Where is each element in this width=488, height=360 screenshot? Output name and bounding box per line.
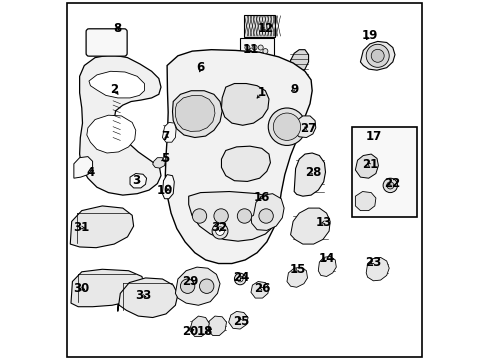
Circle shape	[237, 209, 251, 223]
Text: 26: 26	[254, 282, 270, 295]
Text: 4: 4	[86, 166, 94, 179]
Text: 6: 6	[196, 61, 204, 74]
Polygon shape	[189, 316, 209, 337]
Circle shape	[258, 209, 273, 223]
Circle shape	[180, 279, 194, 293]
Circle shape	[366, 44, 388, 67]
Polygon shape	[172, 91, 222, 138]
Polygon shape	[162, 122, 176, 142]
Polygon shape	[294, 116, 315, 138]
Polygon shape	[80, 55, 161, 195]
Polygon shape	[87, 115, 136, 153]
Circle shape	[273, 113, 300, 140]
Bar	[351, 127, 416, 217]
Polygon shape	[355, 154, 378, 178]
Polygon shape	[286, 267, 307, 287]
Text: 29: 29	[182, 275, 198, 288]
Text: 22: 22	[383, 177, 399, 190]
Text: 11: 11	[243, 43, 259, 56]
Polygon shape	[175, 267, 220, 305]
Polygon shape	[118, 278, 178, 318]
Text: 14: 14	[318, 252, 334, 265]
Text: 18: 18	[196, 325, 213, 338]
Polygon shape	[288, 50, 308, 76]
Text: 9: 9	[289, 83, 298, 96]
Circle shape	[234, 273, 245, 285]
Polygon shape	[355, 192, 375, 211]
Polygon shape	[360, 41, 394, 70]
Text: 25: 25	[232, 315, 248, 328]
Text: 10: 10	[156, 184, 172, 197]
Polygon shape	[294, 153, 325, 196]
Text: 8: 8	[113, 22, 122, 35]
Circle shape	[386, 182, 393, 189]
Polygon shape	[71, 269, 144, 307]
Text: 20: 20	[181, 325, 198, 338]
Text: 21: 21	[361, 158, 377, 171]
Polygon shape	[221, 146, 270, 181]
Circle shape	[244, 45, 249, 50]
Text: 30: 30	[74, 282, 90, 295]
Circle shape	[251, 45, 257, 50]
Circle shape	[370, 49, 384, 62]
Circle shape	[199, 279, 213, 293]
Circle shape	[213, 209, 228, 223]
Bar	[244, 15, 275, 37]
Text: 13: 13	[315, 216, 331, 229]
Text: 32: 32	[211, 221, 227, 234]
Circle shape	[192, 209, 206, 223]
Polygon shape	[74, 157, 92, 178]
Polygon shape	[250, 194, 284, 230]
Polygon shape	[290, 208, 329, 244]
Circle shape	[263, 49, 267, 54]
Text: 24: 24	[232, 271, 248, 284]
Polygon shape	[221, 84, 268, 125]
Circle shape	[237, 276, 243, 282]
FancyBboxPatch shape	[86, 29, 127, 56]
Text: 15: 15	[289, 263, 305, 276]
Text: 17: 17	[365, 130, 381, 143]
Polygon shape	[366, 257, 388, 281]
Circle shape	[212, 223, 227, 239]
Polygon shape	[250, 282, 268, 298]
Polygon shape	[70, 206, 133, 248]
Polygon shape	[207, 316, 226, 336]
Circle shape	[165, 185, 171, 191]
Text: 19: 19	[361, 29, 377, 42]
Polygon shape	[165, 50, 311, 264]
Circle shape	[215, 227, 224, 235]
Polygon shape	[188, 192, 279, 241]
Text: 3: 3	[131, 174, 140, 187]
Polygon shape	[318, 256, 336, 276]
Bar	[240, 38, 274, 57]
Polygon shape	[89, 71, 144, 98]
Text: 2: 2	[110, 83, 118, 96]
Text: 23: 23	[365, 256, 381, 269]
Polygon shape	[228, 311, 247, 329]
Text: 5: 5	[161, 152, 169, 165]
Text: 31: 31	[74, 221, 90, 234]
Text: 1: 1	[257, 86, 265, 99]
Circle shape	[382, 178, 397, 193]
Text: 27: 27	[300, 122, 316, 135]
Text: 7: 7	[161, 130, 169, 143]
Circle shape	[268, 108, 305, 145]
Text: 12: 12	[257, 22, 273, 35]
Polygon shape	[175, 95, 215, 131]
Polygon shape	[130, 174, 146, 188]
Text: 16: 16	[253, 191, 269, 204]
Text: 28: 28	[304, 166, 321, 179]
Circle shape	[258, 45, 263, 50]
Polygon shape	[152, 158, 165, 168]
Text: 33: 33	[135, 289, 151, 302]
Polygon shape	[162, 175, 174, 199]
